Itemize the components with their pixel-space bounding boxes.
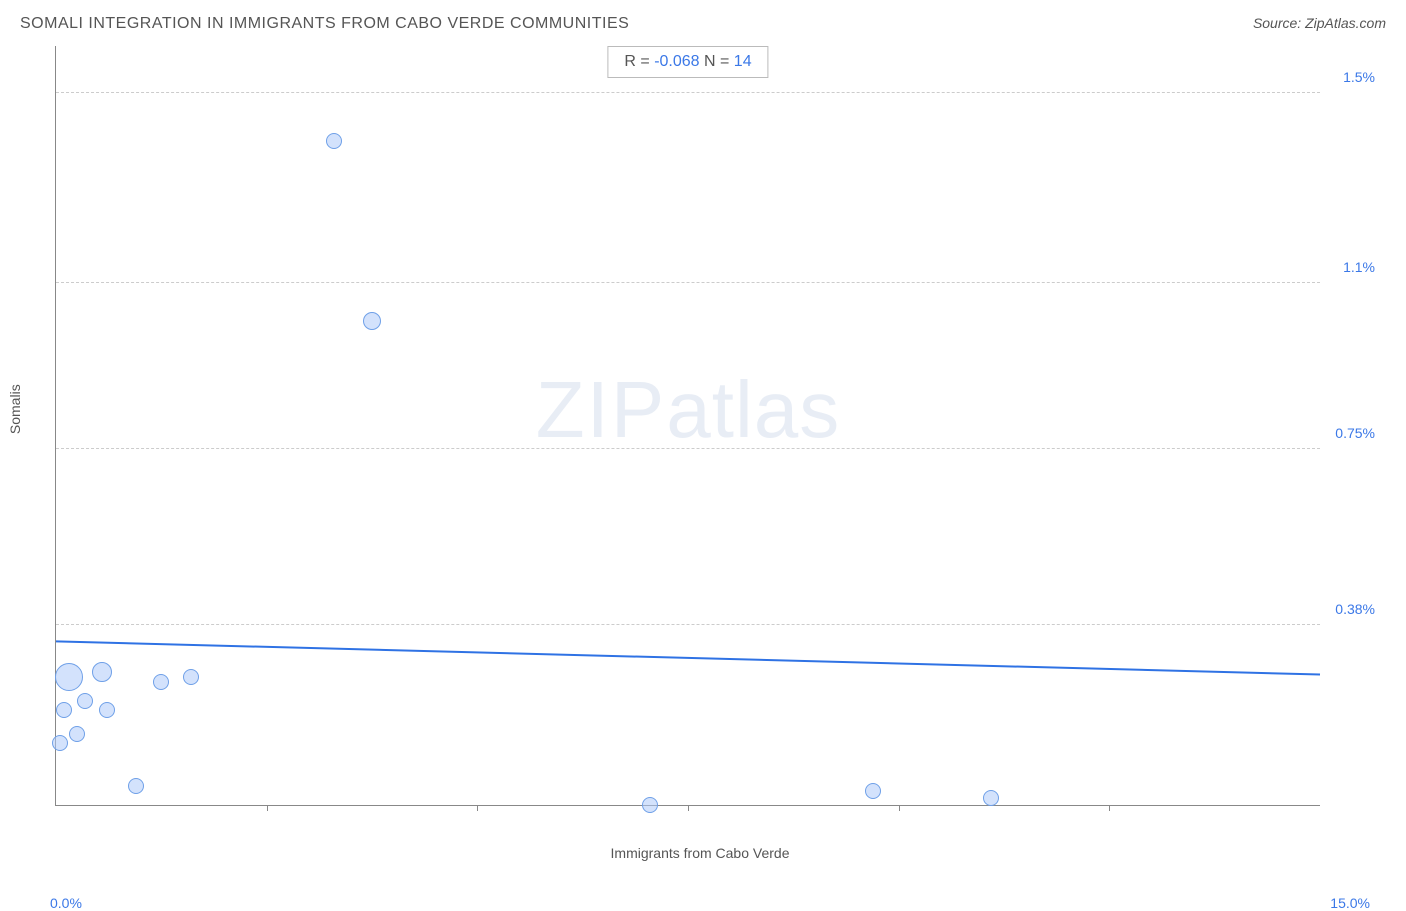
- watermark: ZIPatlas: [536, 364, 840, 456]
- watermark-atlas: atlas: [666, 365, 840, 454]
- scatter-point: [99, 702, 115, 718]
- r-value: -0.068: [654, 53, 699, 70]
- y-tick-label: 1.1%: [1343, 259, 1375, 275]
- scatter-point: [183, 669, 199, 685]
- y-axis-label: Somalis: [7, 384, 23, 434]
- y-tick-label: 1.5%: [1343, 69, 1375, 85]
- scatter-point: [92, 662, 112, 682]
- scatter-point: [69, 726, 85, 742]
- x-tick: [1109, 805, 1110, 811]
- x-axis-label: Immigrants from Cabo Verde: [611, 845, 790, 861]
- gridline: [56, 92, 1320, 93]
- chart-title: SOMALI INTEGRATION IN IMMIGRANTS FROM CA…: [20, 15, 629, 33]
- chart-source: Source: ZipAtlas.com: [1253, 15, 1386, 31]
- x-max-label: 15.0%: [1330, 895, 1370, 911]
- scatter-point: [56, 702, 72, 718]
- n-label: N =: [700, 53, 734, 70]
- x-tick: [688, 805, 689, 811]
- trendline: [56, 46, 1320, 805]
- stats-box: R = -0.068 N = 14: [607, 46, 768, 78]
- scatter-point: [983, 790, 999, 806]
- chart-header: SOMALI INTEGRATION IN IMMIGRANTS FROM CA…: [20, 15, 1386, 33]
- scatter-point: [52, 735, 68, 751]
- chart-container: Somalis ZIPatlas R = -0.068 N = 14 1.5%1…: [20, 41, 1380, 861]
- y-tick-label: 0.75%: [1335, 425, 1375, 441]
- gridline: [56, 448, 1320, 449]
- x-tick: [477, 805, 478, 811]
- scatter-point: [363, 312, 381, 330]
- scatter-point: [642, 797, 658, 813]
- x-tick: [267, 805, 268, 811]
- scatter-point: [128, 778, 144, 794]
- y-tick-label: 0.38%: [1335, 601, 1375, 617]
- plot-area: ZIPatlas R = -0.068 N = 14 1.5%1.1%0.75%…: [55, 46, 1320, 806]
- x-origin-label: 0.0%: [50, 895, 82, 911]
- gridline: [56, 624, 1320, 625]
- gridline: [56, 282, 1320, 283]
- x-tick: [899, 805, 900, 811]
- n-value: 14: [734, 53, 752, 70]
- scatter-point: [55, 663, 83, 691]
- scatter-point: [865, 783, 881, 799]
- scatter-point: [326, 133, 342, 149]
- r-label: R =: [624, 53, 654, 70]
- scatter-point: [153, 674, 169, 690]
- watermark-zip: ZIP: [536, 365, 666, 454]
- scatter-point: [77, 693, 93, 709]
